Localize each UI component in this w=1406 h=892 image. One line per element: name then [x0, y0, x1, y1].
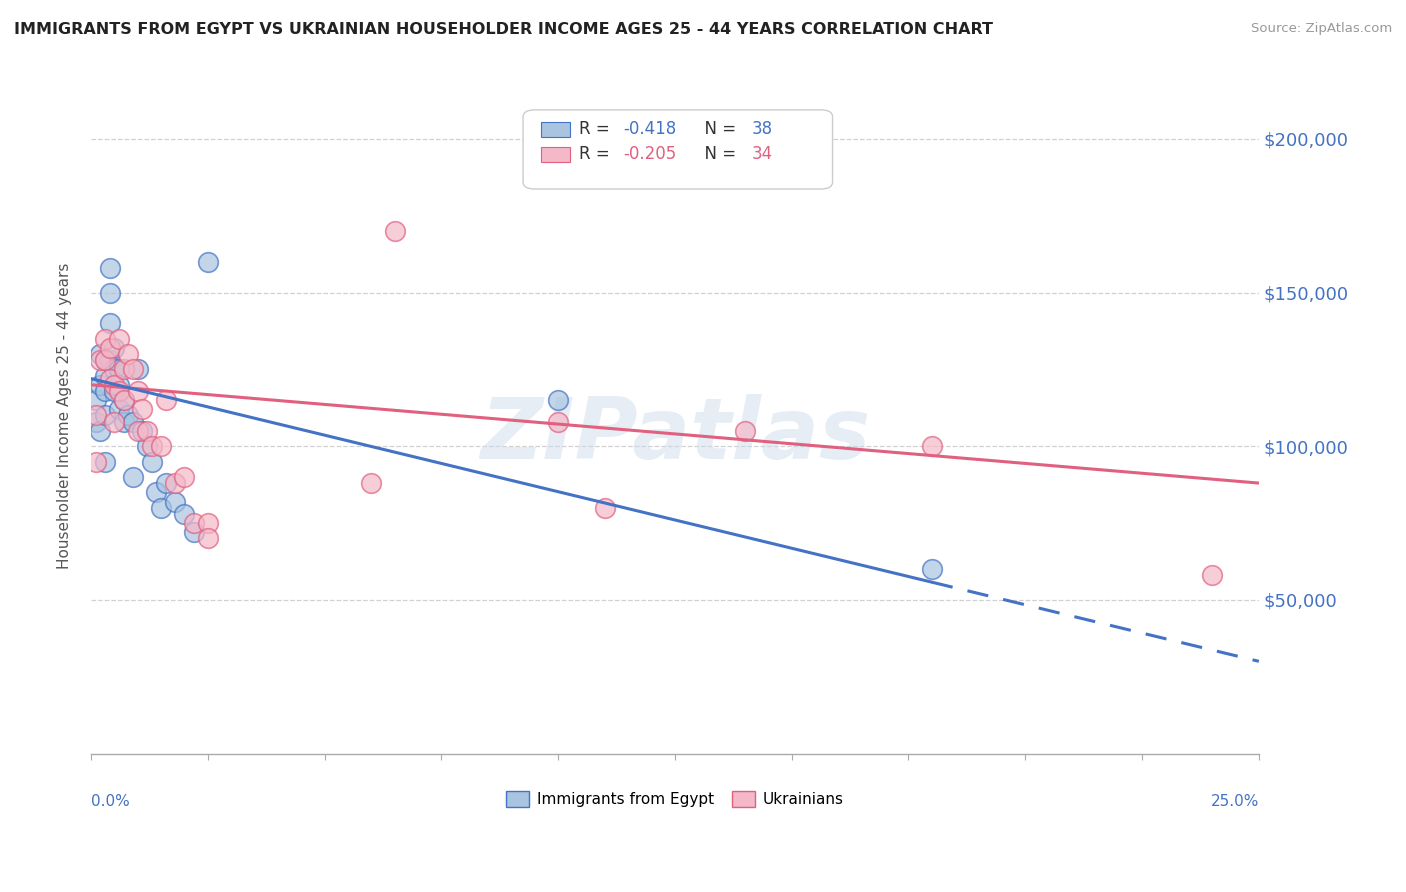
Point — [89, 353, 111, 368]
Point — [150, 500, 173, 515]
Point — [108, 402, 131, 417]
Text: -0.205: -0.205 — [623, 145, 676, 163]
Point — [384, 224, 406, 238]
Point — [98, 285, 121, 300]
Point — [122, 415, 145, 429]
Point — [197, 255, 219, 269]
Point — [108, 384, 131, 398]
Point — [108, 362, 131, 376]
Text: Source: ZipAtlas.com: Source: ZipAtlas.com — [1251, 22, 1392, 36]
Point — [103, 384, 125, 398]
Point — [94, 353, 117, 368]
Point — [94, 332, 117, 346]
Point — [112, 393, 135, 408]
Point — [103, 341, 125, 355]
Point — [197, 516, 219, 530]
Point — [98, 260, 121, 275]
Point — [98, 371, 121, 385]
Text: 38: 38 — [752, 120, 773, 138]
Point — [108, 332, 131, 346]
Point — [593, 500, 616, 515]
Point — [94, 353, 117, 368]
Point — [173, 507, 195, 521]
Text: 0.0%: 0.0% — [91, 794, 129, 809]
Point — [547, 415, 569, 429]
Point — [141, 454, 163, 468]
Point — [131, 424, 153, 438]
Point — [127, 384, 149, 398]
Text: N =: N = — [693, 120, 741, 138]
Point — [127, 362, 149, 376]
Point — [1201, 568, 1223, 582]
Text: IMMIGRANTS FROM EGYPT VS UKRAINIAN HOUSEHOLDER INCOME AGES 25 - 44 YEARS CORRELA: IMMIGRANTS FROM EGYPT VS UKRAINIAN HOUSE… — [14, 22, 993, 37]
Text: 25.0%: 25.0% — [1211, 794, 1258, 809]
Point — [117, 409, 139, 423]
FancyBboxPatch shape — [540, 122, 569, 137]
Point — [84, 409, 107, 423]
Point — [127, 424, 149, 438]
Point — [163, 494, 186, 508]
Point — [122, 362, 145, 376]
Point — [112, 393, 135, 408]
Point — [89, 377, 111, 392]
Point — [89, 347, 111, 361]
Text: N =: N = — [693, 145, 741, 163]
Point — [136, 439, 159, 453]
Point — [84, 454, 107, 468]
Point — [103, 377, 125, 392]
Y-axis label: Householder Income Ages 25 - 44 years: Householder Income Ages 25 - 44 years — [58, 262, 72, 569]
Point — [94, 384, 117, 398]
Text: ZIPatlas: ZIPatlas — [479, 394, 870, 477]
Point — [163, 476, 186, 491]
Legend: Immigrants from Egypt, Ukrainians: Immigrants from Egypt, Ukrainians — [501, 785, 849, 814]
Point — [103, 362, 125, 376]
Point — [155, 476, 177, 491]
Text: R =: R = — [579, 145, 614, 163]
Point — [155, 393, 177, 408]
Point — [734, 424, 756, 438]
Point — [547, 393, 569, 408]
FancyBboxPatch shape — [540, 147, 569, 162]
Point — [150, 439, 173, 453]
Point — [921, 439, 943, 453]
Point — [94, 409, 117, 423]
Point — [103, 415, 125, 429]
Point — [89, 424, 111, 438]
Point — [183, 525, 205, 540]
Point — [108, 377, 131, 392]
Point — [94, 368, 117, 383]
Point — [145, 485, 167, 500]
Text: 34: 34 — [752, 145, 773, 163]
Point — [136, 424, 159, 438]
Point — [117, 347, 139, 361]
Point — [98, 353, 121, 368]
Point — [141, 439, 163, 453]
Point — [84, 393, 107, 408]
Point — [183, 516, 205, 530]
Point — [197, 532, 219, 546]
Point — [122, 470, 145, 484]
Point — [173, 470, 195, 484]
Point — [112, 362, 135, 376]
Text: -0.418: -0.418 — [623, 120, 676, 138]
FancyBboxPatch shape — [523, 110, 832, 189]
Point — [98, 341, 121, 355]
Point — [131, 402, 153, 417]
Point — [921, 562, 943, 576]
Point — [112, 415, 135, 429]
Point — [360, 476, 382, 491]
Point — [94, 454, 117, 468]
Point — [84, 415, 107, 429]
Point — [98, 316, 121, 330]
Text: R =: R = — [579, 120, 614, 138]
